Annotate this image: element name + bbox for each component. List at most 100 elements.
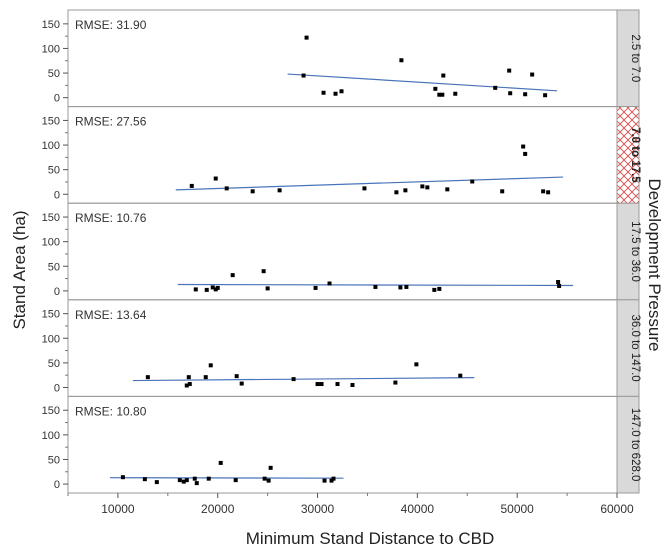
data-point: [425, 185, 429, 189]
y-tick-label: 50: [48, 454, 60, 466]
data-point: [507, 69, 511, 73]
data-point: [267, 479, 271, 483]
data-point: [433, 87, 437, 91]
facet-label: Development Pressure: [645, 179, 664, 352]
data-point: [546, 190, 550, 194]
data-point: [121, 475, 125, 479]
data-point: [399, 58, 403, 62]
data-point: [557, 284, 561, 288]
data-point: [234, 478, 238, 482]
data-point: [235, 374, 239, 378]
y-tick-label: 0: [54, 93, 60, 105]
data-point: [216, 286, 220, 290]
fit-line: [288, 74, 558, 91]
data-point: [420, 184, 424, 188]
data-point: [155, 480, 159, 484]
rmse-label: RMSE: 10.76: [75, 211, 147, 225]
data-point: [225, 186, 229, 190]
data-point: [320, 382, 324, 386]
data-point: [500, 189, 504, 193]
data-point: [194, 287, 198, 291]
y-tick-label: 50: [48, 358, 60, 370]
data-point: [314, 286, 318, 290]
data-point: [187, 375, 191, 379]
data-point: [403, 188, 407, 192]
data-point: [521, 145, 525, 149]
x-axis-label: Minimum Stand Distance to CBD: [246, 529, 494, 548]
data-point: [231, 273, 235, 277]
data-point: [530, 73, 534, 77]
data-point: [340, 89, 344, 93]
y-tick-label: 100: [42, 237, 60, 249]
rmse-label: RMSE: 31.90: [75, 18, 147, 32]
data-point: [204, 375, 208, 379]
y-tick-label: 150: [42, 115, 60, 127]
x-tick-label: 30000: [301, 502, 335, 516]
x-tick-label: 10000: [101, 502, 135, 516]
data-point: [508, 91, 512, 95]
data-point: [188, 382, 192, 386]
y-tick-label: 100: [42, 43, 60, 55]
data-point: [185, 478, 189, 482]
data-point: [523, 92, 527, 96]
data-point: [322, 91, 326, 95]
data-point: [394, 190, 398, 194]
data-point: [414, 362, 418, 366]
data-point: [190, 184, 194, 188]
facet-strip-label: 147.0 to 628.0: [629, 408, 641, 482]
panel-frame: [68, 300, 617, 397]
data-point: [266, 286, 270, 290]
data-point: [437, 287, 441, 291]
data-point: [543, 93, 547, 97]
y-axis-label: Stand Area (ha): [10, 210, 29, 329]
rmse-label: RMSE: 10.80: [75, 404, 147, 418]
y-tick-label: 150: [42, 405, 60, 417]
data-point: [305, 36, 309, 40]
data-point: [453, 92, 457, 96]
data-point: [523, 152, 527, 156]
facet-strip-label: 2.5 to 7.0: [629, 34, 641, 82]
data-point: [269, 466, 273, 470]
data-point: [541, 189, 545, 193]
data-point: [263, 477, 267, 481]
data-point: [362, 186, 366, 190]
data-point: [316, 382, 320, 386]
y-tick-label: 150: [42, 309, 60, 321]
y-tick-label: 50: [48, 68, 60, 80]
data-point: [195, 481, 199, 485]
data-point: [350, 383, 354, 387]
data-point: [432, 288, 436, 292]
y-tick-label: 0: [54, 189, 60, 201]
data-point: [328, 281, 332, 285]
panel-frame: [68, 107, 617, 204]
y-tick-label: 100: [42, 430, 60, 442]
data-point: [404, 285, 408, 289]
y-tick-label: 50: [48, 261, 60, 273]
data-point: [278, 188, 282, 192]
data-point: [332, 477, 336, 481]
data-point: [556, 280, 560, 284]
x-tick-label: 60000: [600, 502, 634, 516]
data-point: [209, 363, 213, 367]
data-point: [146, 375, 150, 379]
data-point: [205, 288, 209, 292]
x-tick-label: 20000: [201, 502, 235, 516]
data-point: [240, 382, 244, 386]
data-point: [143, 477, 147, 481]
y-tick-label: 150: [42, 212, 60, 224]
data-point: [302, 74, 306, 78]
facet-strip-label: 36.0 to 147.0: [629, 315, 641, 382]
x-tick-label: 40000: [401, 502, 435, 516]
fit-line: [133, 378, 474, 381]
x-tick-label: 50000: [500, 502, 534, 516]
data-point: [207, 477, 211, 481]
data-point: [398, 285, 402, 289]
